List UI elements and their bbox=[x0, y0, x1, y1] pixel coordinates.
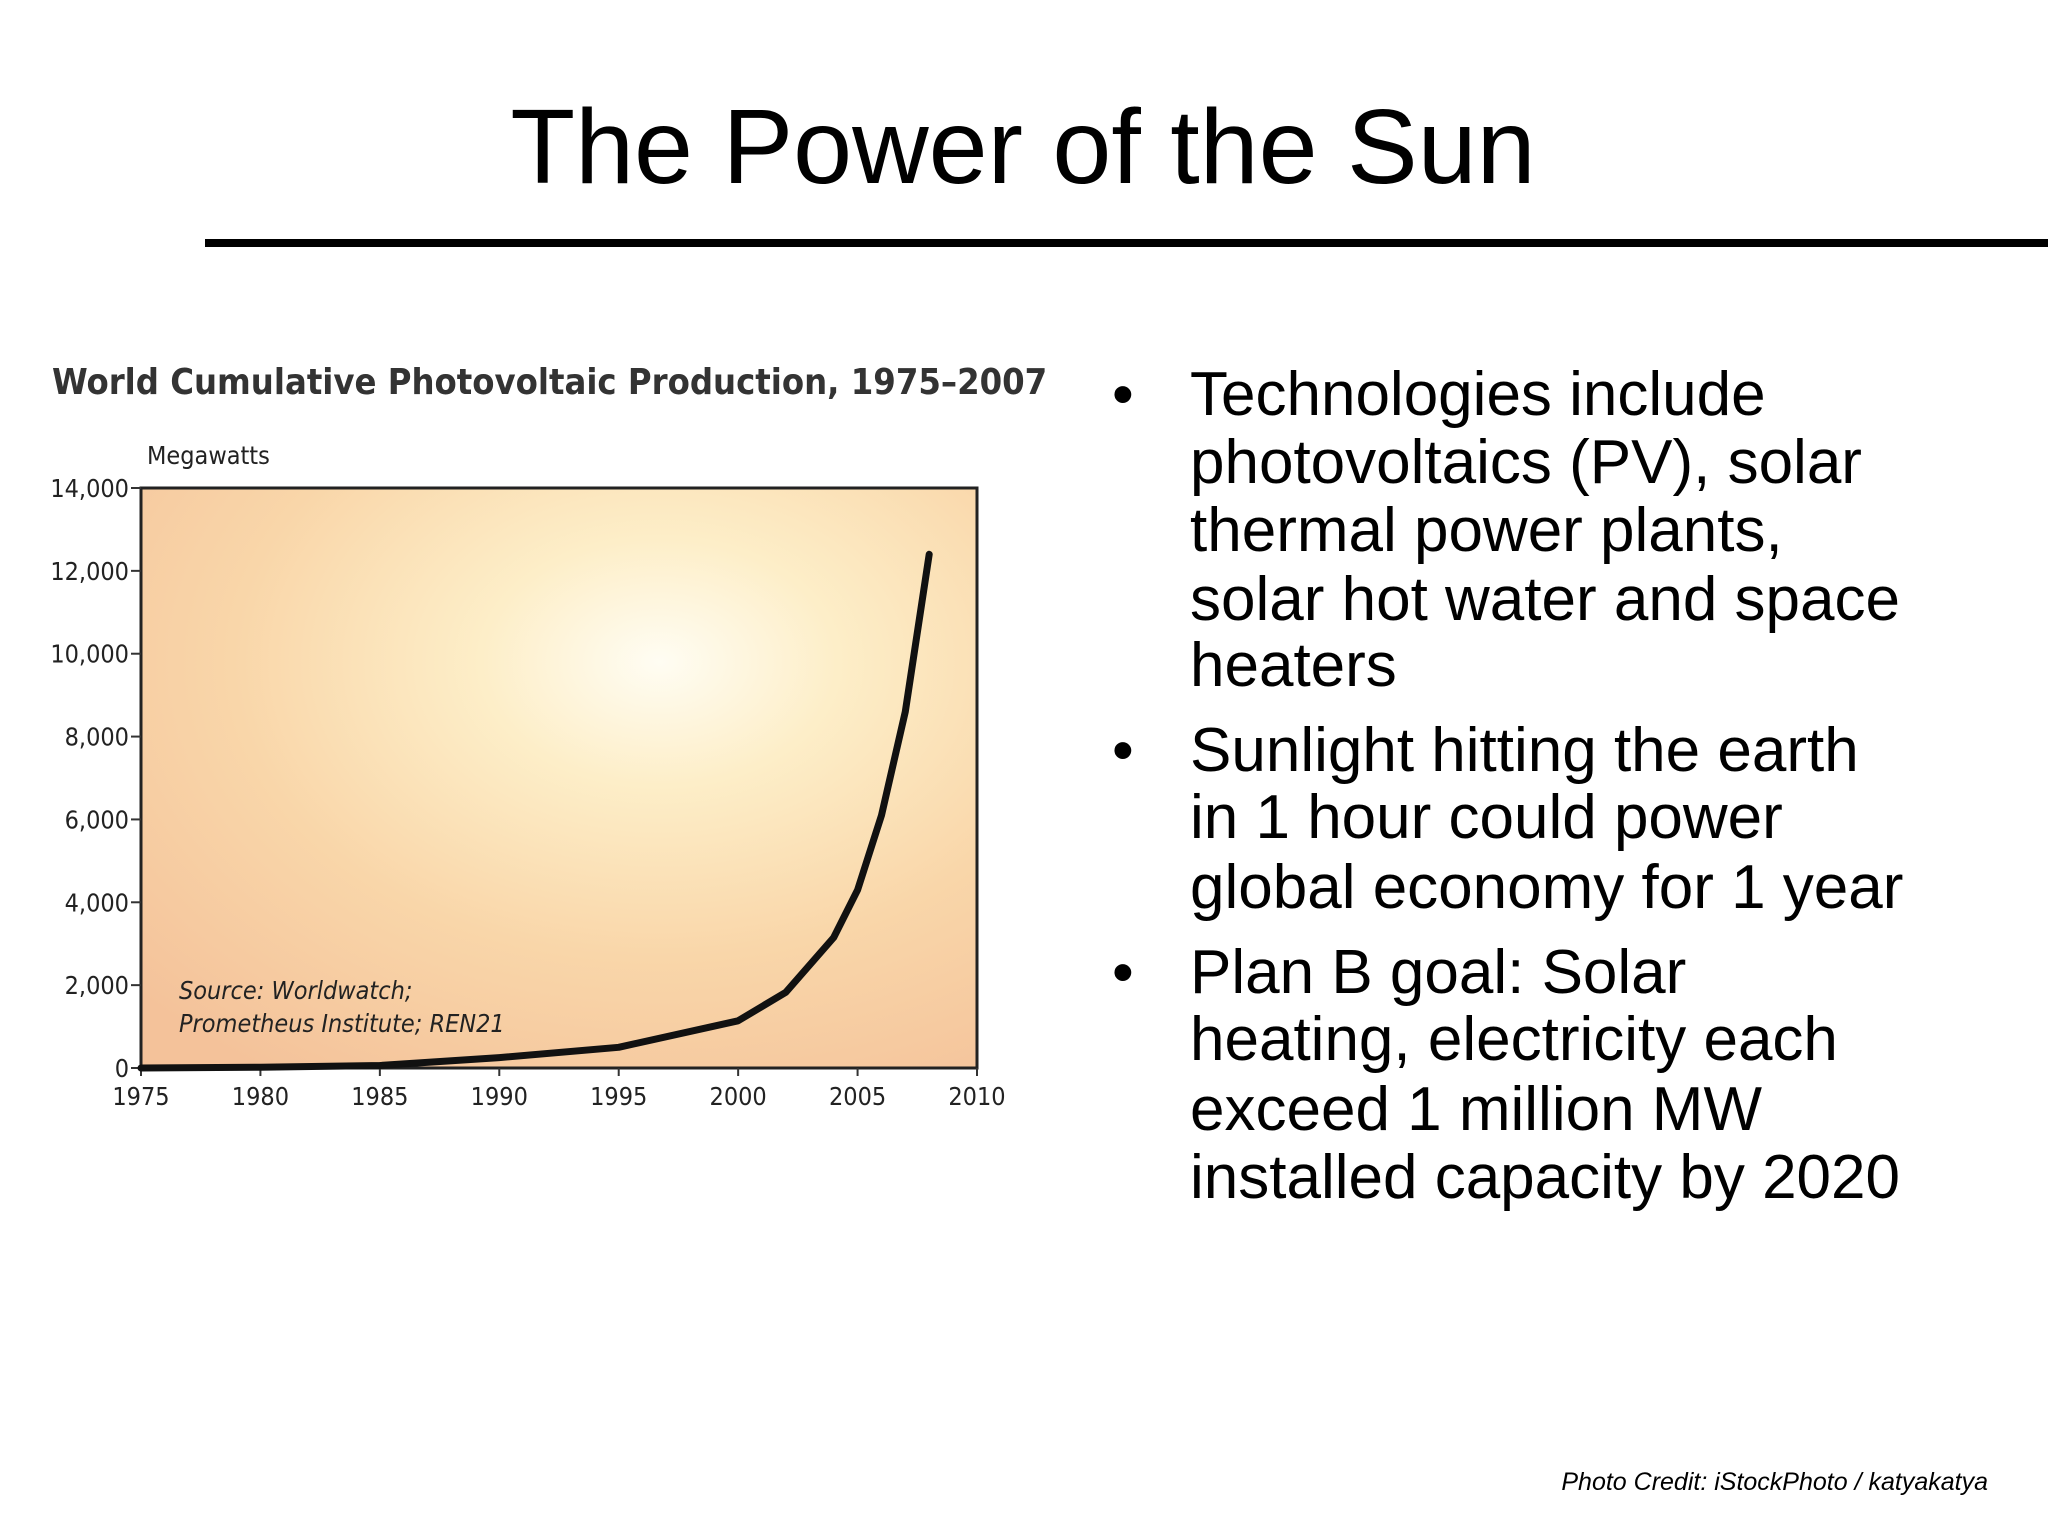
plot-area bbox=[139, 486, 979, 1070]
bullet-text: Sunlight hitting the earth bbox=[1190, 716, 1859, 785]
x-tick-label: 2000 bbox=[710, 1082, 767, 1111]
bullet-text: installed capacity by 2020 bbox=[1190, 1143, 1900, 1212]
y-tick-label: 14,000 bbox=[50, 474, 129, 503]
chart-title: World Cumulative Photovoltaic Production… bbox=[52, 362, 1047, 403]
bullet-symbol: • bbox=[1112, 716, 1134, 785]
y-tick-label: 6,000 bbox=[65, 805, 129, 834]
bullet-text: heaters bbox=[1190, 631, 1397, 700]
bullet-text: Plan B goal: Solar bbox=[1190, 938, 1686, 1007]
x-tick-label: 1980 bbox=[232, 1082, 289, 1111]
x-tick-label: 2005 bbox=[829, 1082, 886, 1111]
y-tick-label: 0 bbox=[115, 1054, 129, 1083]
bullet-text: solar hot water and space bbox=[1190, 565, 1900, 634]
bullet-text: photovoltaics (PV), solar bbox=[1190, 428, 1862, 497]
x-tick-label: 1995 bbox=[590, 1082, 647, 1111]
annotation: Source: Worldwatch; bbox=[179, 976, 412, 1005]
photo-credit: Photo Credit: iStockPhoto / katyakatya bbox=[1561, 1468, 1988, 1496]
x-tick-label: 1985 bbox=[351, 1082, 408, 1111]
bullet-symbol: • bbox=[1112, 360, 1134, 429]
bullet-text: in 1 hour could power bbox=[1190, 783, 1783, 852]
y-tick-label: 12,000 bbox=[50, 557, 129, 586]
bullet-text: global economy for 1 year bbox=[1190, 853, 1903, 922]
y-tick-label: 4,000 bbox=[65, 888, 129, 917]
x-tick-label: 1975 bbox=[112, 1082, 169, 1111]
y-tick-label: 2,000 bbox=[65, 971, 129, 1000]
title-rule bbox=[205, 239, 2048, 247]
bullet-text: Technologies include bbox=[1190, 360, 1766, 429]
y-tick-label: 10,000 bbox=[50, 640, 129, 669]
y-axis-label: Megawatts bbox=[147, 441, 270, 470]
y-tick-label: 8,000 bbox=[65, 723, 129, 752]
data-line bbox=[137, 550, 933, 1072]
bullet-text: heating, electricity each bbox=[1190, 1005, 1838, 1074]
x-tick-label: 1990 bbox=[471, 1082, 528, 1111]
x-tick-label: 2010 bbox=[948, 1082, 1005, 1111]
annotation: Prometheus Institute; REN21 bbox=[179, 1009, 505, 1038]
bullet-symbol: • bbox=[1112, 938, 1134, 1007]
bullet-text: exceed 1 million MW bbox=[1190, 1075, 1762, 1144]
slide-title: The Power of the Sun bbox=[510, 88, 1535, 206]
bullet-text: thermal power plants, bbox=[1190, 496, 1783, 565]
